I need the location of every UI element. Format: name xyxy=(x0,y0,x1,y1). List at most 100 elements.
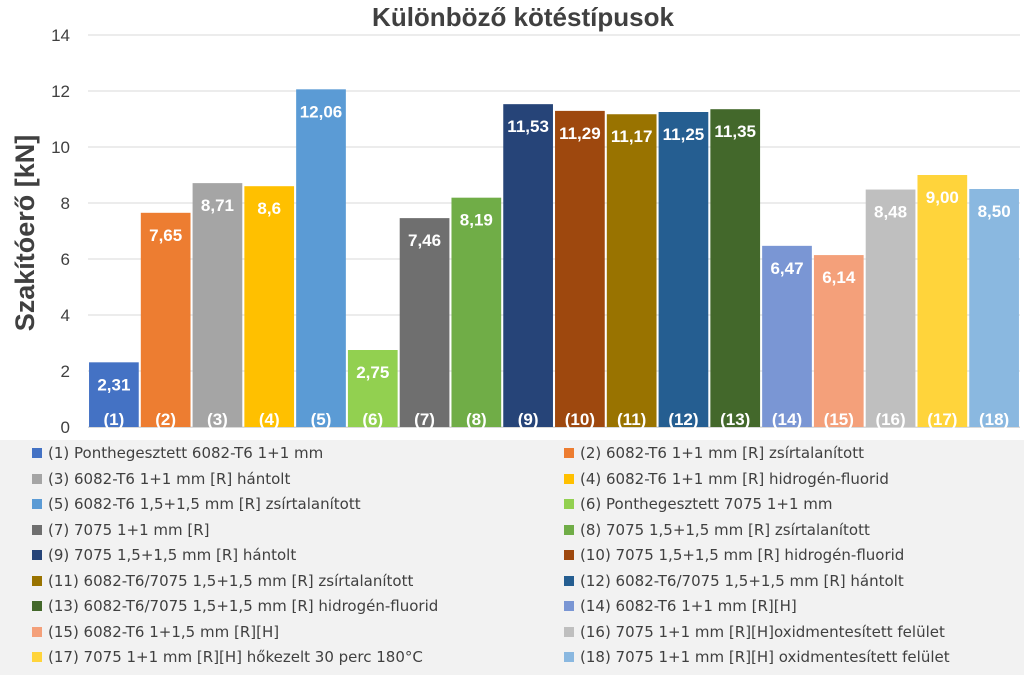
legend: (1) Ponthegesztett 6082-T6 1+1 mm (2) 608… xyxy=(0,440,1024,675)
category-label-11: (11) xyxy=(617,410,646,429)
legend-item-16: (16) 7075 1+1 mm [R][H]oxidmentesített f… xyxy=(564,620,945,644)
legend-item-4: (4) 6082-T6 1+1 mm [R] hidrogén-fluorid xyxy=(564,467,889,491)
data-label-5: 12,06 xyxy=(300,102,343,121)
legend-label-4: (4) 6082-T6 1+1 mm [R] hidrogén-fluorid xyxy=(580,469,889,488)
y-tick-label: 12 xyxy=(51,82,70,101)
category-label-17: (17) xyxy=(927,410,957,429)
category-label-5: (5) xyxy=(311,410,332,429)
data-label-6: 2,75 xyxy=(356,363,389,382)
legend-swatch-7 xyxy=(32,524,42,535)
chart-title: Különböző kötéstípusok xyxy=(372,2,674,32)
legend-item-14: (14) 6082-T6 1+1 mm [R][H] xyxy=(564,594,797,618)
legend-label-17: (17) 7075 1+1 mm [R][H] hőkezelt 30 perc… xyxy=(48,648,423,666)
legend-swatch-10 xyxy=(564,550,574,560)
category-label-12: (12) xyxy=(668,410,698,429)
data-label-4: 8,6 xyxy=(257,199,281,218)
bar-9 xyxy=(503,104,553,427)
y-tick-label: 2 xyxy=(61,362,70,381)
legend-swatch-1 xyxy=(32,448,42,458)
legend-item-2: (2) 6082-T6 1+1 mm [R] zsírtalanított xyxy=(564,441,864,465)
legend-item-18: (18) 7075 1+1 mm [R][H] oxidmentesített … xyxy=(564,645,950,669)
data-label-8: 8,19 xyxy=(460,211,493,230)
legend-label-8: (8) 7075 1,5+1,5 mm [R] zsírtalanított xyxy=(580,520,870,539)
data-label-17: 9,00 xyxy=(926,188,959,207)
legend-item-9: (9) 7075 1,5+1,5 mm [R] hántolt xyxy=(32,543,296,567)
legend-item-10: (10) 7075 1,5+1,5 mm [R] hidrogén-fluori… xyxy=(564,543,904,567)
category-label-6: (6) xyxy=(362,410,383,429)
category-label-7: (7) xyxy=(414,410,435,429)
category-label-13: (13) xyxy=(720,410,750,429)
legend-item-8: (8) 7075 1,5+1,5 mm [R] zsírtalanított xyxy=(564,518,870,542)
legend-swatch-11 xyxy=(32,575,42,586)
legend-item-13: (13) 6082-T6/7075 1,5+1,5 mm [R] hidrogé… xyxy=(32,594,438,618)
data-labels: 2,31 7,65 8,71 8,6 12,06 2,75 7,46 8,19 11,53 11,… xyxy=(97,102,1010,394)
bar-18 xyxy=(969,189,1019,427)
legend-item-3: (3) 6082-T6 1+1 mm [R] hántolt xyxy=(32,467,290,491)
legend-swatch-5 xyxy=(32,499,42,509)
legend-label-2: (2) 6082-T6 1+1 mm [R] zsírtalanított xyxy=(580,444,864,462)
y-axis-label: Szakítóerő [kN] xyxy=(10,135,40,332)
data-label-16: 8,48 xyxy=(874,203,907,222)
data-label-2: 7,65 xyxy=(149,226,182,245)
category-label-9: (9) xyxy=(518,410,539,429)
legend-swatch-13 xyxy=(32,601,42,611)
category-label-10: (10) xyxy=(565,410,595,429)
legend-swatch-4 xyxy=(564,473,574,484)
legend-label-16: (16) 7075 1+1 mm [R][H]oxidmentesített f… xyxy=(580,622,945,641)
bar-chart: Különböző kötéstípusok Szakítóerő [kN] 0… xyxy=(10,2,1020,437)
category-label-18: (18) xyxy=(979,410,1009,429)
category-label-1: (1) xyxy=(103,410,124,429)
bar-11 xyxy=(606,114,657,428)
legend-swatch-9 xyxy=(32,550,42,560)
legend-label-3: (3) 6082-T6 1+1 mm [R] hántolt xyxy=(48,469,291,488)
data-label-18: 8,50 xyxy=(978,202,1011,221)
data-label-14: 6,47 xyxy=(770,259,803,278)
bar-15 xyxy=(813,255,864,427)
bar-10 xyxy=(555,110,605,427)
legend-item-15: (15) 6082-T6 1+1,5 mm [R][H] xyxy=(32,620,279,644)
legend-item-5: (5) 6082-T6 1,5+1,5 mm [R] zsírtalanítot… xyxy=(32,492,361,516)
legend-swatch-3 xyxy=(32,473,42,484)
legend-label-9: (9) 7075 1,5+1,5 mm [R] hántolt xyxy=(48,546,297,564)
bar-4 xyxy=(244,186,295,427)
bar-8 xyxy=(451,197,502,427)
legend-swatch-16 xyxy=(564,626,574,637)
y-tick-label: 4 xyxy=(61,306,70,325)
bar-3 xyxy=(192,183,243,427)
data-label-13: 11,35 xyxy=(714,122,756,141)
legend-item-12: (12) 6082-T6/7075 1,5+1,5 mm [R] hántolt xyxy=(564,569,904,593)
legend-swatch-6 xyxy=(564,499,574,509)
legend-label-15: (15) 6082-T6 1+1,5 mm [R][H] xyxy=(48,622,280,641)
data-label-11: 11,17 xyxy=(611,127,653,146)
data-label-7: 7,46 xyxy=(408,231,441,250)
category-label-15: (15) xyxy=(824,410,854,429)
legend-label-14: (14) 6082-T6 1+1 mm [R][H] xyxy=(580,597,797,615)
data-label-9: 11,53 xyxy=(507,117,549,136)
y-tick-label: 6 xyxy=(61,250,70,269)
legend-label-12: (12) 6082-T6/7075 1,5+1,5 mm [R] hántolt xyxy=(580,571,904,590)
y-tick-labels: 0 2 4 6 8 10 12 14 xyxy=(51,26,70,437)
legend-label-11: (11) 6082-T6/7075 1,5+1,5 mm [R] zsírtal… xyxy=(48,571,414,590)
data-label-1: 2,31 xyxy=(97,375,130,394)
data-label-10: 11,29 xyxy=(559,124,601,143)
bar-13 xyxy=(710,109,761,427)
category-label-3: (3) xyxy=(207,410,228,429)
bar-14 xyxy=(762,245,812,427)
category-label-16: (16) xyxy=(875,410,905,429)
bar-6 xyxy=(347,350,398,427)
legend-item-7: (7) 7075 1+1 mm [R] xyxy=(32,518,210,542)
legend-swatch-8 xyxy=(564,524,574,535)
bar-1 xyxy=(89,362,139,427)
data-label-15: 6,14 xyxy=(822,268,856,287)
bar-12 xyxy=(658,112,709,427)
gridlines xyxy=(88,34,1020,428)
data-label-3: 8,71 xyxy=(201,196,234,215)
legend-item-11: (11) 6082-T6/7075 1,5+1,5 mm [R] zsírtal… xyxy=(32,569,413,593)
y-tick-label: 8 xyxy=(61,194,70,213)
legend-swatch-18 xyxy=(564,652,574,662)
legend-swatch-14 xyxy=(564,601,574,611)
y-tick-label: 0 xyxy=(61,418,70,437)
bar-7 xyxy=(399,218,450,427)
category-label-4: (4) xyxy=(259,410,280,429)
legend-swatch-2 xyxy=(564,448,574,458)
